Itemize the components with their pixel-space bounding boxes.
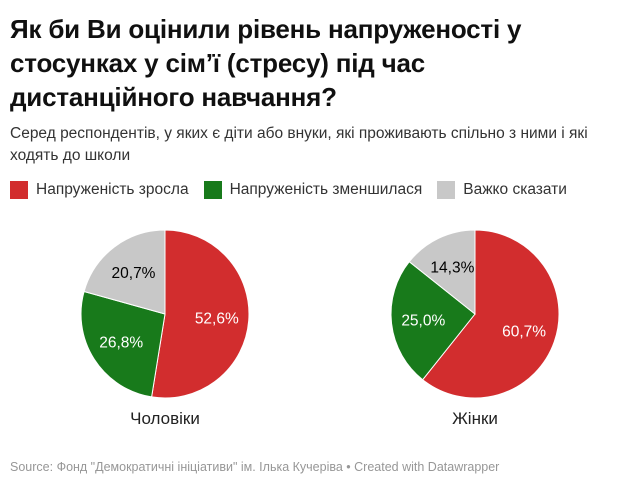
legend: Напруженість зросла Напруженість зменшила…	[10, 181, 630, 199]
source-prefix: Source:	[10, 460, 57, 474]
pie: 60,7% 25,0% 14,3%	[390, 229, 560, 399]
slice-label: 25,0%	[401, 312, 445, 329]
pie-chart: 60,7% 25,0% 14,3% Жінки	[320, 228, 630, 429]
legend-item: Напруженість зменшилася	[203, 181, 423, 199]
source-link[interactable]: Фонд "Демократичні ініціативи" ім. Ілька…	[56, 460, 343, 474]
source-separator: •	[342, 460, 355, 474]
pie-slice[interactable]	[408, 229, 476, 316]
pie-slice[interactable]	[390, 260, 476, 381]
datawrapper-attribution-link[interactable]: Created with Datawrapper	[354, 460, 500, 474]
source-line: Source: Фонд "Демократичні ініціативи" і…	[10, 460, 499, 474]
legend-swatch	[203, 181, 222, 199]
pie-chart: 52,6% 26,8% 20,7% Чоловіки	[10, 228, 320, 429]
legend-label: Напруженість зросла	[36, 181, 189, 198]
legend-item: Напруженість зросла	[10, 181, 189, 199]
pie: 52,6% 26,8% 20,7%	[80, 229, 250, 399]
pie-charts: 52,6% 26,8% 20,7% Чоловіки 60,7% 25,0% 14,3% Жі…	[10, 228, 630, 429]
legend-swatch	[10, 181, 28, 199]
pie-slice[interactable]	[80, 290, 166, 398]
chart-subtitle: Серед респондентів, у яких є діти або вн…	[10, 125, 588, 164]
chart-title: Як би Ви оцінили рівень напруженості у с…	[10, 14, 522, 112]
legend-label: Напруженість зменшилася	[229, 181, 423, 198]
pie-slice[interactable]	[421, 229, 560, 399]
slice-label: 52,6%	[195, 311, 239, 328]
legend-swatch	[437, 181, 456, 199]
pie-category-label: Жінки	[452, 409, 498, 428]
pie-category-label: Чоловіки	[130, 409, 200, 428]
slice-label: 14,3%	[430, 260, 474, 277]
pie-slice[interactable]	[151, 229, 250, 399]
legend-label: Важко сказати	[463, 181, 567, 198]
slice-label: 60,7%	[502, 324, 546, 341]
slice-label: 20,7%	[112, 265, 156, 282]
slice-label: 26,8%	[99, 335, 143, 352]
pie-slice[interactable]	[83, 229, 166, 315]
legend-item: Важко сказати	[437, 181, 567, 199]
